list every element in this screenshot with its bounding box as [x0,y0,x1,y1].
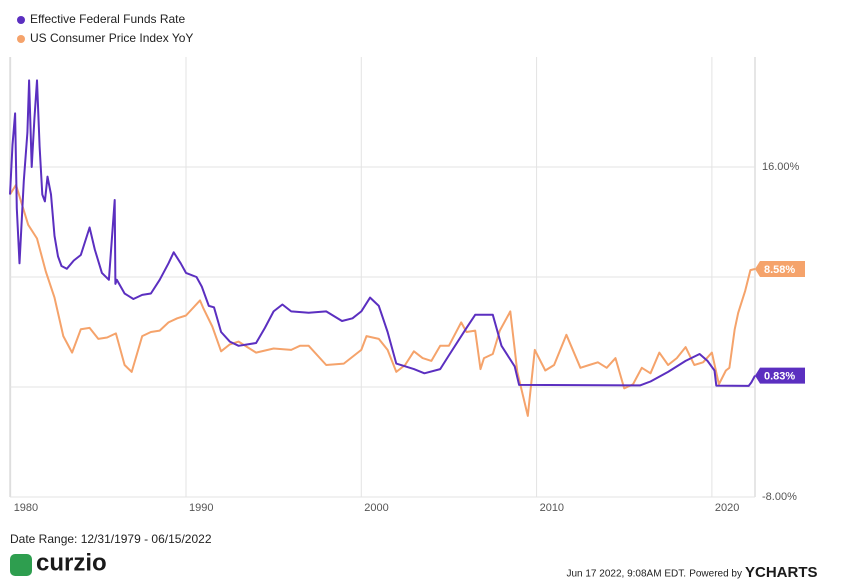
powered-by: Powered by [689,569,742,580]
y-tick-label: -8.00% [762,491,797,503]
end-label-box [755,367,805,384]
brand: YCHARTS [745,564,818,581]
x-tick-label: 1990 [189,502,213,514]
line-series [9,183,756,417]
x-tick-label: 2010 [540,502,564,514]
legend-label: Effective Federal Funds Rate [30,12,186,26]
legend-label: US Consumer Price Index YoY [30,31,193,45]
y-tick-label: 16.00% [762,161,800,173]
legend-marker [17,16,25,24]
x-tick-label: 1980 [14,502,38,514]
end-label-box [755,261,805,278]
logo-icon [10,554,32,576]
line-series [9,79,756,387]
date-range: Date Range: 12/31/1979 - 06/15/2022 [10,532,212,546]
logo: curzio [36,549,107,576]
x-tick-label: 2020 [715,502,739,514]
x-tick-label: 2000 [364,502,388,514]
end-label: 8.58% [764,264,795,276]
legend-marker [17,35,25,43]
timestamp: Jun 17 2022, 9:08AM EDT. [566,569,686,580]
end-label: 0.83% [764,370,795,382]
